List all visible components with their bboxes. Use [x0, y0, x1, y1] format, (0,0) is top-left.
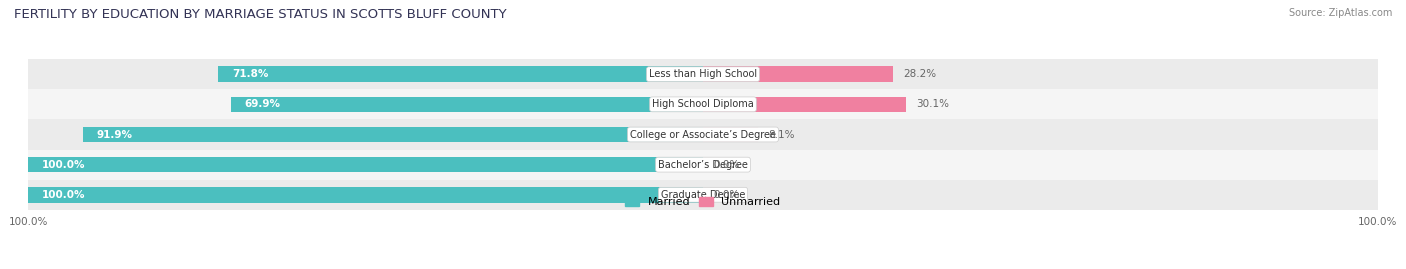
Text: 0.0%: 0.0% — [713, 160, 740, 170]
Legend: Married, Unmarried: Married, Unmarried — [621, 192, 785, 212]
Text: 30.1%: 30.1% — [917, 99, 949, 109]
Bar — [28, 187, 703, 203]
Bar — [218, 66, 703, 82]
Text: Source: ZipAtlas.com: Source: ZipAtlas.com — [1288, 8, 1392, 18]
Bar — [28, 157, 703, 172]
Text: 28.2%: 28.2% — [904, 69, 936, 79]
Text: Bachelor’s Degree: Bachelor’s Degree — [658, 160, 748, 170]
Bar — [28, 180, 1378, 210]
Text: 8.1%: 8.1% — [768, 129, 794, 140]
Text: Less than High School: Less than High School — [650, 69, 756, 79]
Bar — [703, 127, 758, 142]
Bar — [231, 97, 703, 112]
Text: 100.0%: 100.0% — [42, 190, 86, 200]
Bar — [703, 66, 893, 82]
Bar — [28, 89, 1378, 119]
Text: Graduate Degree: Graduate Degree — [661, 190, 745, 200]
Text: 71.8%: 71.8% — [232, 69, 269, 79]
Text: 69.9%: 69.9% — [245, 99, 281, 109]
Bar — [703, 97, 905, 112]
Text: 0.0%: 0.0% — [713, 190, 740, 200]
Text: FERTILITY BY EDUCATION BY MARRIAGE STATUS IN SCOTTS BLUFF COUNTY: FERTILITY BY EDUCATION BY MARRIAGE STATU… — [14, 8, 506, 21]
Text: 91.9%: 91.9% — [96, 129, 132, 140]
Text: College or Associate’s Degree: College or Associate’s Degree — [630, 129, 776, 140]
Bar — [28, 150, 1378, 180]
Bar — [28, 119, 1378, 150]
Bar — [83, 127, 703, 142]
Bar — [28, 59, 1378, 89]
Text: 100.0%: 100.0% — [42, 160, 86, 170]
Text: High School Diploma: High School Diploma — [652, 99, 754, 109]
